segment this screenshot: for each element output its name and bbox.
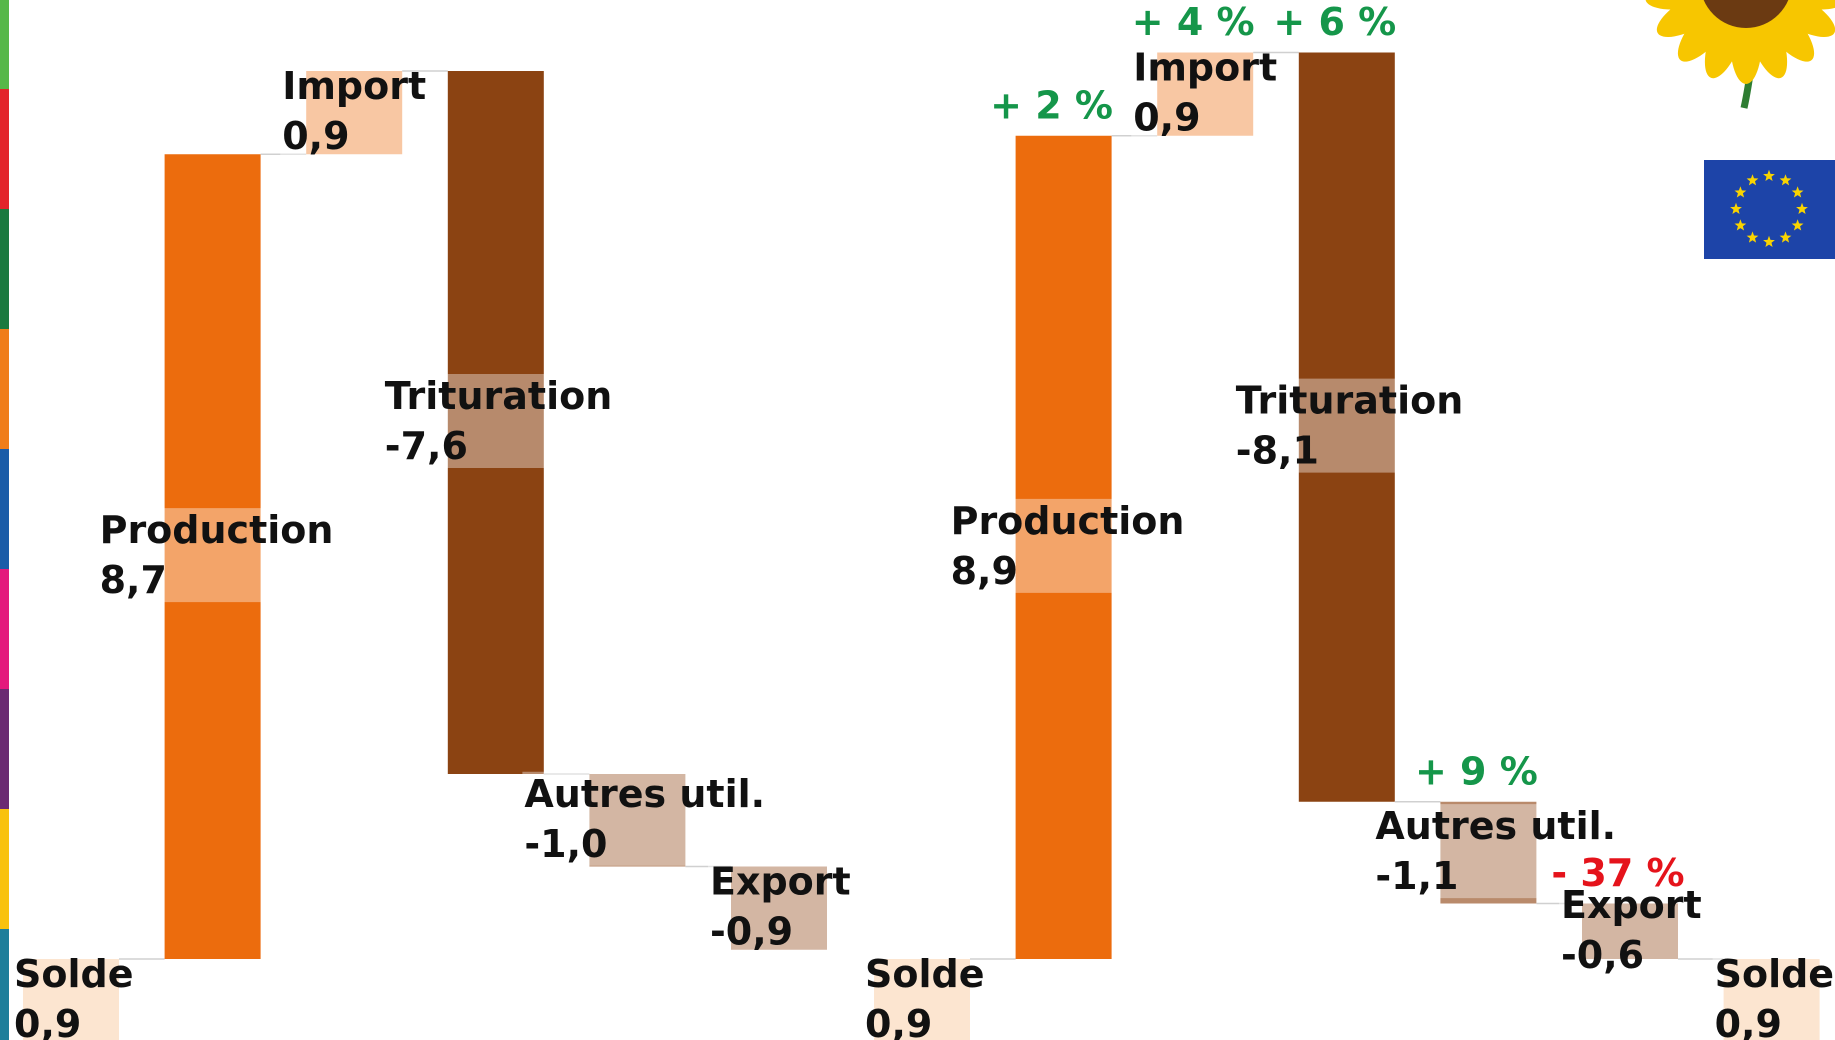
category-label: Autres util. [524,772,765,816]
stripe [0,89,9,209]
charts: Solde0,9Production8,7Import0,9Trituratio… [12,0,1835,1040]
value-label: 0,9 [1715,1002,1782,1040]
stripe [0,0,9,89]
category-label: Production [100,508,334,552]
stripe [0,929,9,1040]
stripe [0,209,9,329]
change-annotation: + 2 % [990,83,1113,127]
value-label: -1,0 [524,822,607,866]
category-label: Export [710,860,851,904]
value-label: -7,6 [385,424,468,468]
stripe [0,449,9,569]
waterfall-chart: Solde0,9Production8,7Import0,9Trituratio… [12,64,853,1040]
stripe [0,569,9,689]
value-label: 0,9 [1133,96,1200,140]
value-label: -1,1 [1375,854,1458,898]
value-label: 0,9 [14,1002,81,1040]
change-annotation: + 9 % [1415,749,1538,793]
stripe [0,689,9,809]
change-annotation: + 4 % [1132,0,1255,44]
waterfall-page: Solde0,9Production8,7Import0,9Trituratio… [0,0,1835,1040]
value-label: 8,9 [951,549,1018,593]
value-label: 0,9 [282,114,349,158]
value-label: -0,9 [710,910,793,954]
category-label: Solde [14,952,133,996]
side-stripes [0,0,9,1040]
category-label: Autres util. [1375,804,1616,848]
value-label: 0,9 [865,1002,932,1040]
sunflower [1643,0,1835,108]
value-label: -0,6 [1561,933,1644,977]
change-annotation: + 6 % [1273,0,1396,44]
eu-flag [1704,160,1835,259]
category-label: Production [951,499,1185,543]
category-label: Solde [865,952,984,996]
category-label: Solde [1715,952,1834,996]
category-label: Trituration [385,374,612,418]
stripe [0,809,9,929]
stripe [0,329,9,449]
category-label: Trituration [1236,379,1463,423]
value-label: 8,7 [100,558,167,602]
change-annotation: - 37 % [1551,851,1684,895]
value-label: -8,1 [1236,429,1319,473]
